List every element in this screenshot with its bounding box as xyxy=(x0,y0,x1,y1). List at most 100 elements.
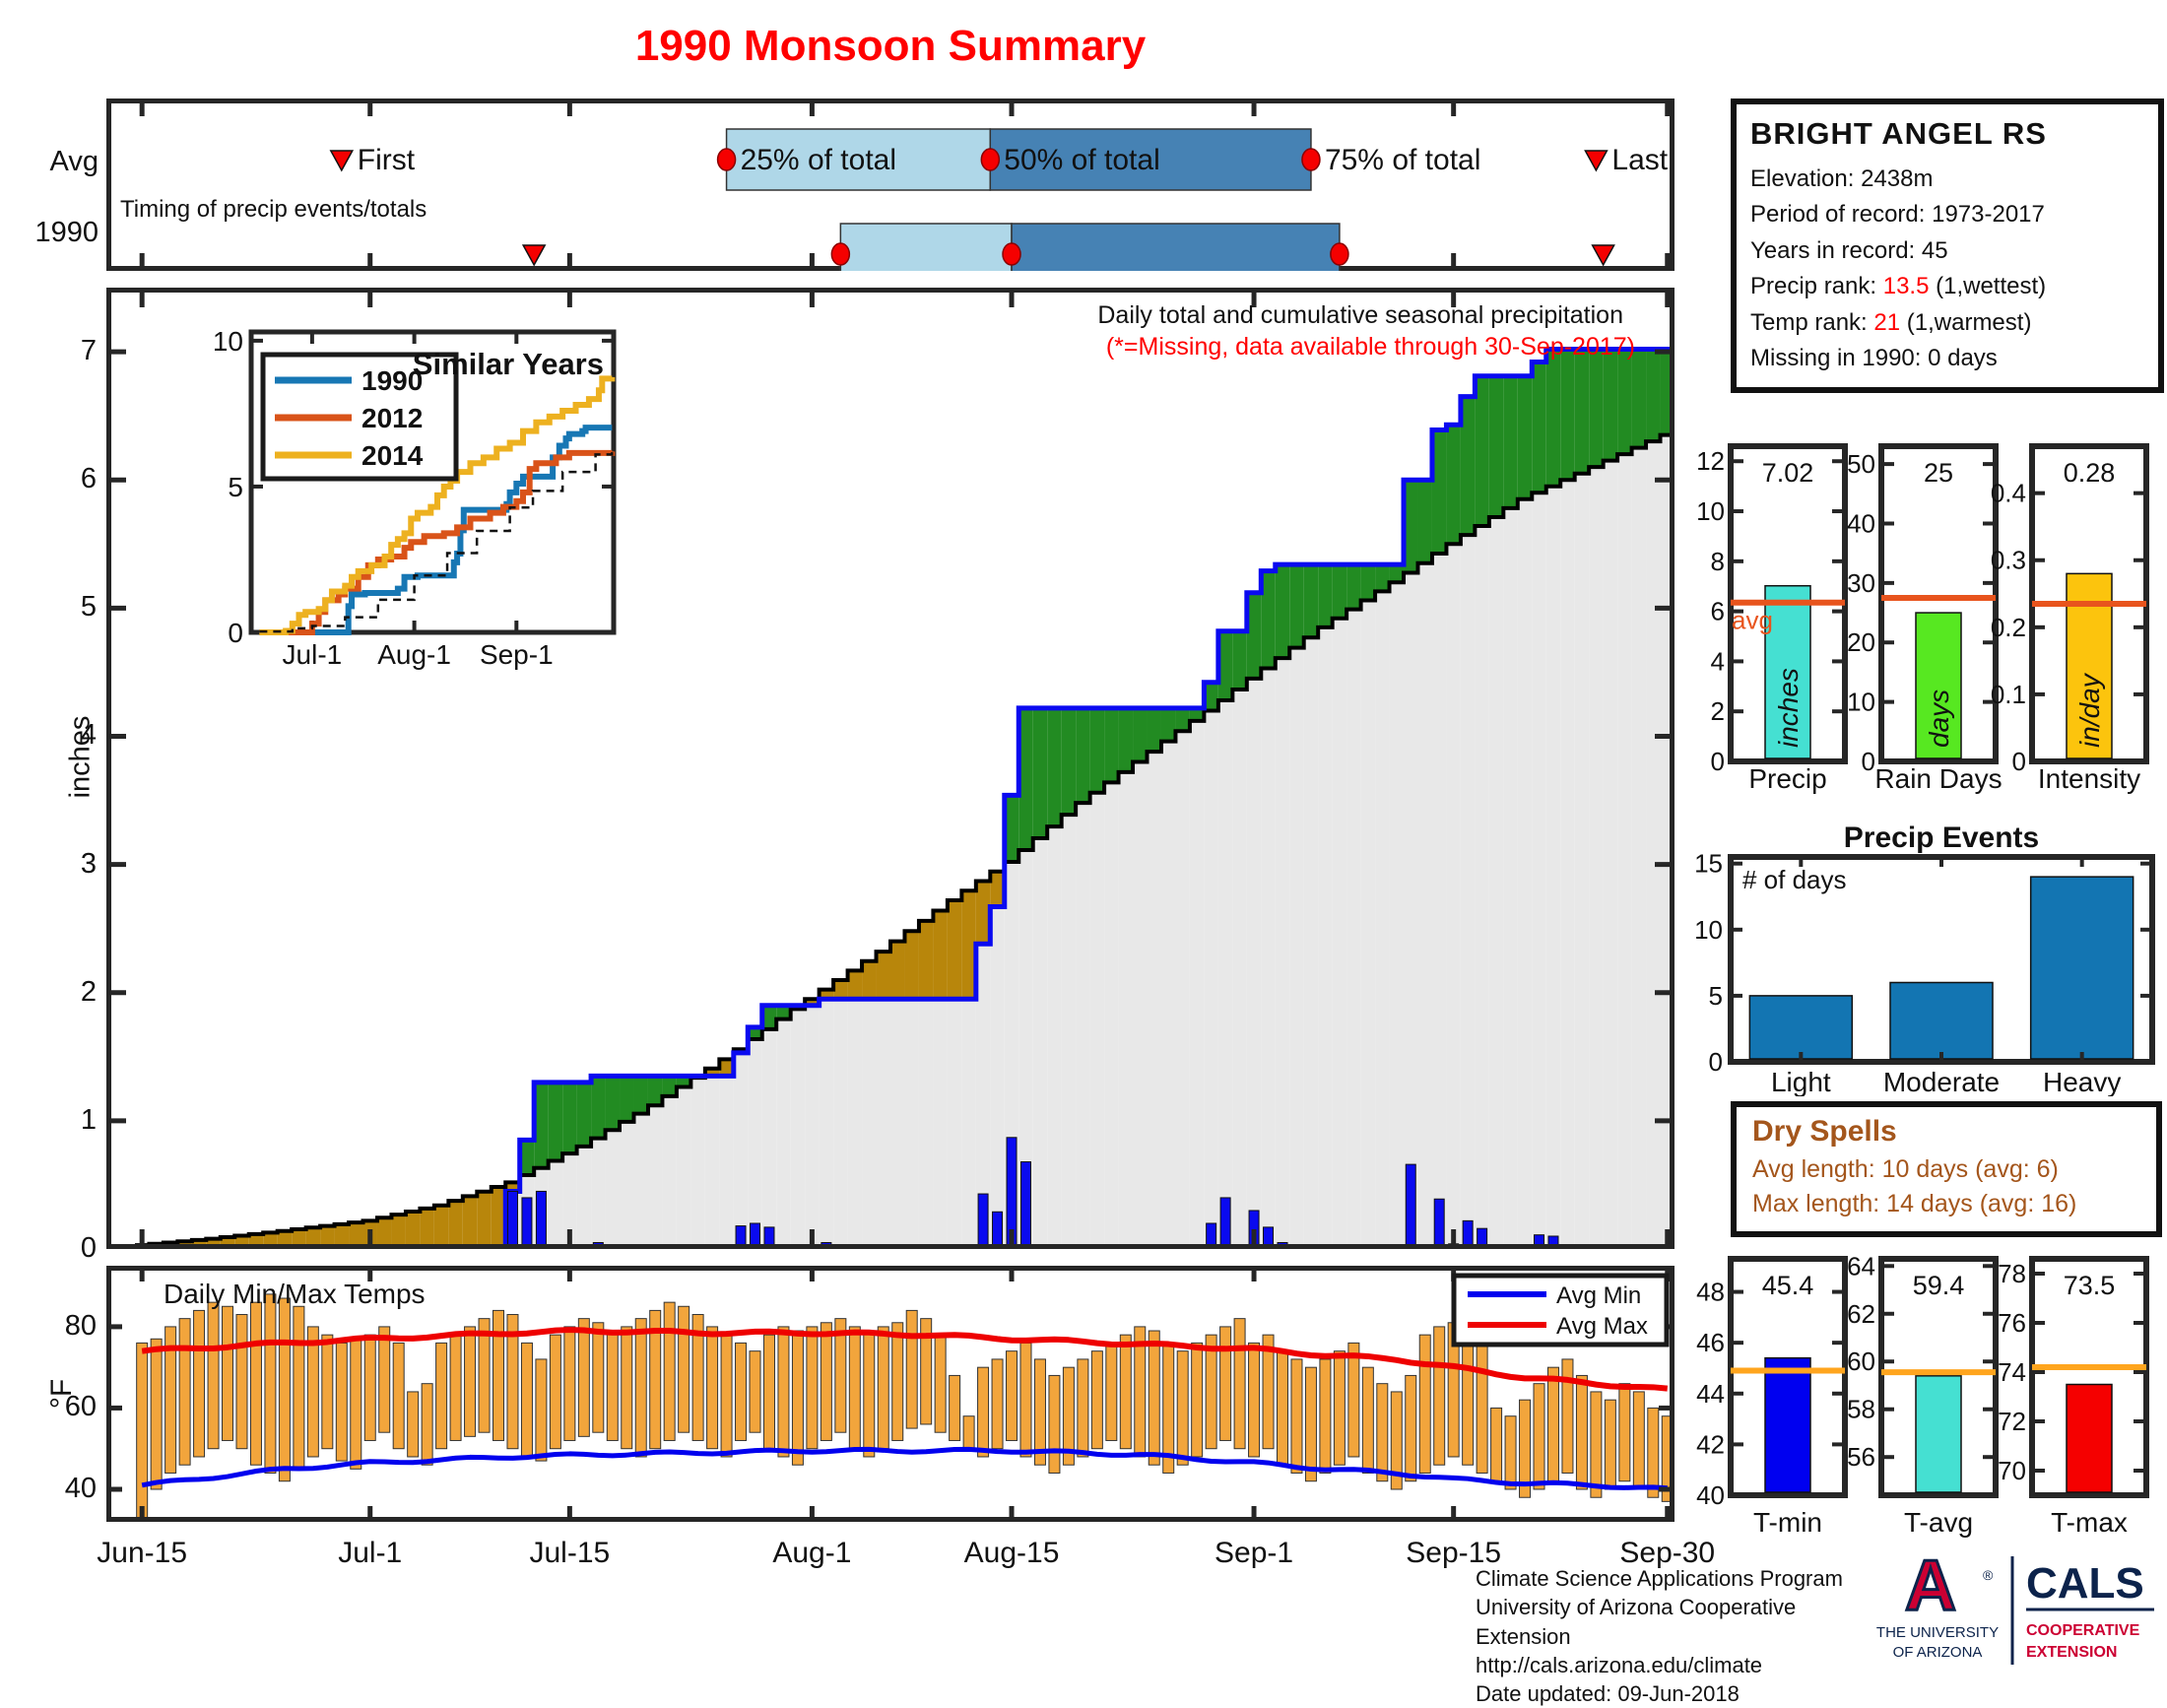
station-row-text: (1,warmest) xyxy=(1900,308,2032,336)
cumulative-fill-gray xyxy=(1047,826,1062,1249)
inset-ytick: 0 xyxy=(228,618,243,648)
ua-name-line1: THE UNIVERSITY xyxy=(1876,1624,1999,1641)
station-info-row: Precip rank: 13.5 (1,wettest) xyxy=(1750,269,2156,304)
daily-precip-bar xyxy=(1462,1219,1474,1249)
daily-temp-range-bar xyxy=(691,1314,704,1441)
daily-temp-range-bar xyxy=(1319,1358,1332,1474)
station-info-row: Temp rank: 21 (1,warmest) xyxy=(1750,305,2156,341)
daily-temp-range-bar xyxy=(1476,1342,1488,1474)
daily-temp-range-bar xyxy=(249,1301,262,1466)
mini-ytick: 12 xyxy=(1696,446,1725,476)
daily-temp-range-bar xyxy=(520,1342,533,1458)
avg-min-line xyxy=(141,1446,1668,1491)
events-bar-Heavy xyxy=(2029,876,2134,1060)
cumulative-fill-gray xyxy=(947,999,962,1249)
daily-temp-range-bar xyxy=(1647,1407,1660,1498)
deficit-fill-brown xyxy=(505,1182,520,1192)
mini-xlabel: T-min xyxy=(1753,1507,1822,1538)
tmax-mini-chart: 70 72 74 76 78 73.5 T-max xyxy=(1998,1256,2149,1538)
cumulative-fill-gray xyxy=(1133,761,1148,1249)
station-row-rank-value: 21 xyxy=(1873,308,1901,336)
surplus-fill-green xyxy=(1275,564,1290,659)
surplus-fill-green xyxy=(1004,795,1019,862)
daily-temp-range-bar xyxy=(863,1330,876,1458)
mini-unit-label: in/day xyxy=(2074,672,2105,748)
daily-temp-range-bar xyxy=(378,1326,391,1433)
cals-logo-text: CALS xyxy=(2026,1559,2144,1608)
surplus-fill-green xyxy=(1589,349,1604,468)
daily-temp-range-bar xyxy=(435,1342,448,1450)
daily-temp-range-bar xyxy=(407,1391,420,1458)
mini-ytick: 0.2 xyxy=(1991,613,2026,642)
deficit-fill-brown xyxy=(890,941,905,1000)
daily-temp-range-bar xyxy=(820,1322,832,1441)
daily-precip-bar xyxy=(535,1190,547,1249)
daily-precip-bar xyxy=(1019,1161,1031,1249)
mini-ytick: 8 xyxy=(1711,547,1725,576)
surplus-fill-green xyxy=(1346,564,1361,610)
daily-temp-range-bar xyxy=(1191,1342,1204,1458)
cumulative-fill-gray xyxy=(876,999,890,1249)
daily-temp-range-bar xyxy=(1006,1350,1018,1441)
x-date-label-Sep-1: Sep-1 xyxy=(1215,1537,1294,1569)
cumulative-fill-gray xyxy=(647,1105,663,1249)
mini-value-label: 25 xyxy=(1924,458,1953,488)
x-date-label-Sep-15: Sep-15 xyxy=(1406,1537,1502,1569)
mini-ytick: 0 xyxy=(1862,747,1875,776)
main-chart-annotation: Daily total and cumulative seasonal prec… xyxy=(1097,301,1623,329)
surplus-fill-green xyxy=(1189,707,1205,721)
mini-ytick: 76 xyxy=(1998,1308,2026,1338)
surplus-fill-green xyxy=(1375,564,1390,592)
mini-ytick: 40 xyxy=(1696,1480,1725,1510)
daily-temp-range-bar xyxy=(421,1383,433,1466)
cumulative-fill-gray xyxy=(1631,447,1647,1249)
mini-unit-label: days xyxy=(1924,690,1954,748)
daily-temp-range-bar xyxy=(278,1297,291,1482)
mini-xlabel: Intensity xyxy=(2038,763,2140,794)
cals-coop-line1: COOPERATIVE xyxy=(2026,1622,2140,1639)
deficit-fill-brown xyxy=(206,1238,221,1249)
deficit-fill-brown xyxy=(904,931,919,1000)
daily-temp-range-bar xyxy=(1219,1326,1232,1441)
daily-temp-range-bar xyxy=(1019,1342,1032,1458)
daily-temp-range-bar xyxy=(592,1322,605,1433)
daily-temp-range-bar xyxy=(834,1318,847,1433)
timing-row-label-1990: 1990 xyxy=(34,217,98,248)
daily-temp-range-bar xyxy=(549,1334,561,1450)
surplus-fill-green xyxy=(748,1026,762,1040)
surplus-fill-green xyxy=(1089,707,1105,793)
inset-ytick: 10 xyxy=(213,327,243,357)
cumulative-fill-gray xyxy=(1404,572,1418,1249)
daily-temp-range-bar xyxy=(891,1322,904,1441)
surplus-fill-green xyxy=(1617,349,1632,455)
dry-spells-title: Dry Spells xyxy=(1752,1115,1897,1148)
cumulative-fill-gray xyxy=(890,999,905,1249)
daily-temp-range-bar xyxy=(1090,1350,1103,1450)
cumulative-fill-gray xyxy=(819,999,834,1249)
surplus-fill-green xyxy=(1360,564,1376,601)
surplus-fill-green xyxy=(1389,564,1405,583)
dry-spells-panel: Dry Spells Avg length: 10 days (avg: 6) … xyxy=(1731,1101,2162,1237)
daily-temp-range-bar xyxy=(1376,1383,1389,1482)
footer-line-2: University of Arizona Cooperative Extens… xyxy=(1476,1595,1797,1649)
events-title: Precip Events xyxy=(1844,825,2039,854)
legend-label-Avg Max: Avg Max xyxy=(1556,1313,1648,1340)
mini-ytick: 0.1 xyxy=(1991,680,2026,709)
surplus-fill-green xyxy=(1175,707,1190,732)
cumulative-fill-gray xyxy=(1360,600,1376,1249)
mini-ytick: 62 xyxy=(1847,1299,1875,1329)
surplus-fill-green xyxy=(1603,349,1618,461)
deficit-fill-brown xyxy=(833,979,848,1000)
daily-temp-range-bar xyxy=(1248,1342,1261,1458)
daily-temp-range-bar xyxy=(1262,1334,1275,1450)
cumulative-fill-gray xyxy=(1018,850,1033,1249)
similar-years-inset: 0 5 10 Jul-1 Aug-1 Sep-1 1990 2012 2014 Similar Y… xyxy=(213,327,617,670)
cumulative-fill-gray xyxy=(548,1160,563,1249)
daily-temp-range-bar xyxy=(1148,1330,1160,1466)
surplus-fill-green xyxy=(620,1076,634,1122)
daily-precip-bar xyxy=(1219,1197,1231,1249)
q50-label: 50% of total xyxy=(1004,144,1159,176)
daily-temp-range-bar xyxy=(1533,1383,1545,1490)
daily-temp-range-bar xyxy=(663,1301,676,1441)
surplus-fill-green xyxy=(1104,707,1119,783)
